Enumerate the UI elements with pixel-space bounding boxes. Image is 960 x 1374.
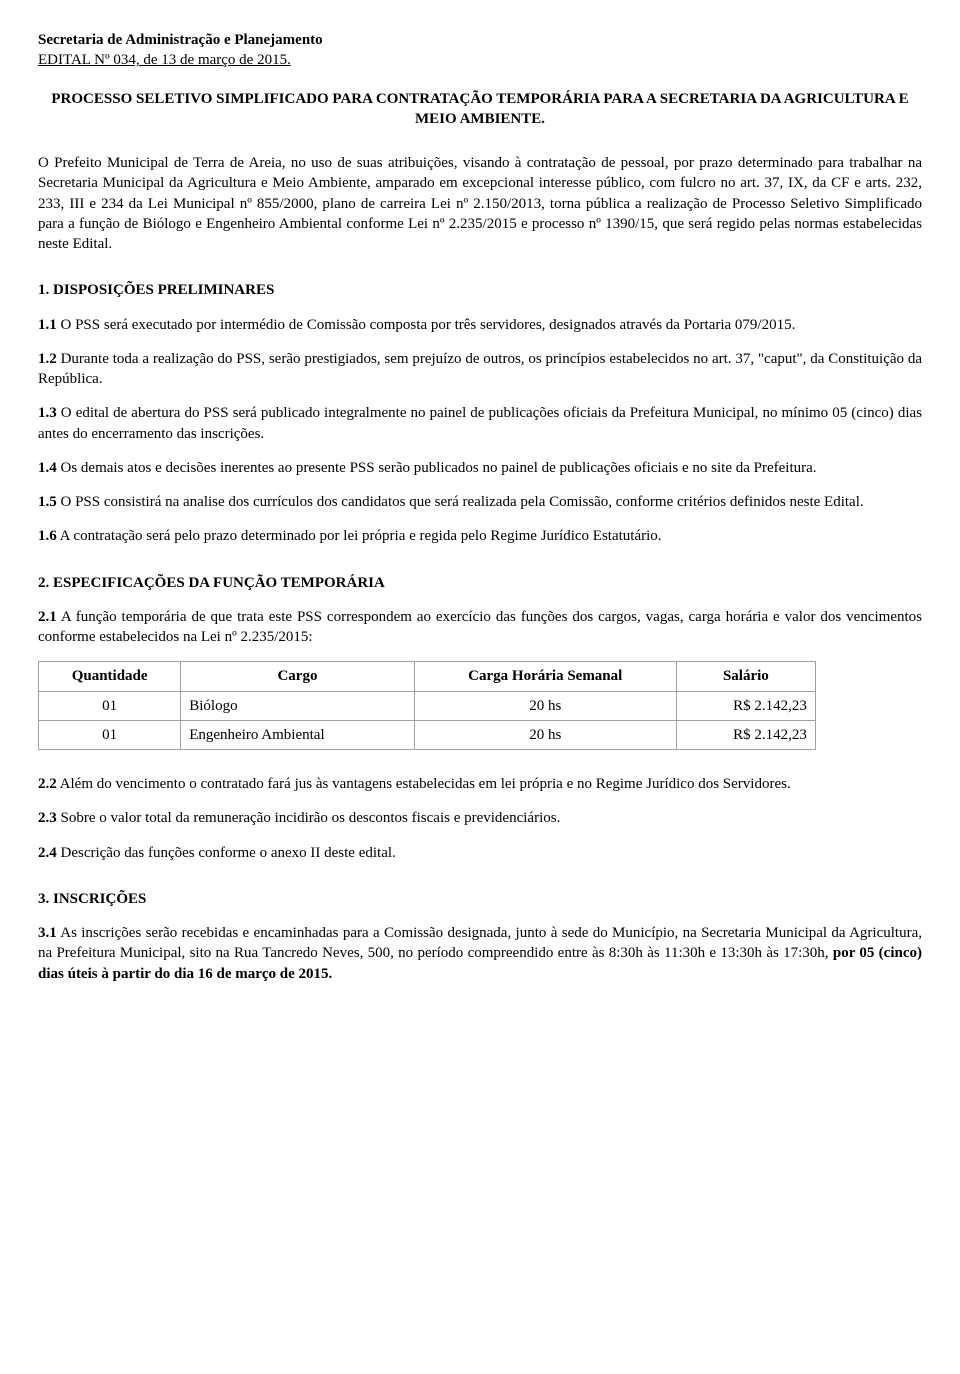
clause-text: As inscrições serão recebidas e encaminh…: [38, 925, 922, 961]
clause-num: 3.1: [38, 925, 57, 941]
cell-carga: 20 hs: [414, 720, 676, 749]
table-row: 01 Engenheiro Ambiental 20 hs R$ 2.142,2…: [39, 720, 816, 749]
clause-2-4: 2.4 Descrição das funções conforme o ane…: [38, 843, 922, 863]
clause-1-1: 1.1 O PSS será executado por intermédio …: [38, 315, 922, 335]
col-carga: Carga Horária Semanal: [414, 662, 676, 691]
clause-text: Além do vencimento o contratado fará jus…: [57, 776, 791, 792]
clause-2-1: 2.1 A função temporária de que trata est…: [38, 607, 922, 648]
clause-num: 1.3: [38, 405, 57, 421]
col-quantidade: Quantidade: [39, 662, 181, 691]
clause-num: 1.1: [38, 317, 57, 333]
clause-text: O PSS será executado por intermédio de C…: [57, 317, 796, 333]
clause-3-1: 3.1 As inscrições serão recebidas e enca…: [38, 923, 922, 984]
section-1-title: 1. DISPOSIÇÕES PRELIMINARES: [38, 280, 922, 300]
clause-num: 1.5: [38, 494, 57, 510]
clause-num: 2.3: [38, 810, 57, 826]
col-salario: Salário: [676, 662, 815, 691]
cell-qty: 01: [39, 691, 181, 720]
clause-num: 1.2: [38, 351, 57, 367]
clause-num: 2.1: [38, 609, 57, 625]
cell-carga: 20 hs: [414, 691, 676, 720]
clause-text: Durante toda a realização do PSS, serão …: [38, 351, 922, 387]
clause-1-3: 1.3 O edital de abertura do PSS será pub…: [38, 403, 922, 444]
clause-text: Sobre o valor total da remuneração incid…: [57, 810, 561, 826]
cell-cargo: Biólogo: [181, 691, 414, 720]
col-cargo: Cargo: [181, 662, 414, 691]
clause-2-3: 2.3 Sobre o valor total da remuneração i…: [38, 808, 922, 828]
cell-qty: 01: [39, 720, 181, 749]
cargo-table: Quantidade Cargo Carga Horária Semanal S…: [38, 661, 816, 750]
clause-text: O PSS consistirá na analise dos currícul…: [57, 494, 864, 510]
cell-salario: R$ 2.142,23: [676, 720, 815, 749]
clause-text: A função temporária de que trata este PS…: [38, 609, 922, 645]
intro-paragraph: O Prefeito Municipal de Terra de Areia, …: [38, 153, 922, 254]
header-title: Secretaria de Administração e Planejamen…: [38, 30, 922, 50]
clause-text: Os demais atos e decisões inerentes ao p…: [57, 460, 817, 476]
table-header-row: Quantidade Cargo Carga Horária Semanal S…: [39, 662, 816, 691]
clause-1-5: 1.5 O PSS consistirá na analise dos curr…: [38, 492, 922, 512]
clause-num: 2.2: [38, 776, 57, 792]
section-3-title: 3. INSCRIÇÕES: [38, 889, 922, 909]
clause-num: 1.4: [38, 460, 57, 476]
clause-num: 2.4: [38, 845, 57, 861]
section-2-title: 2. ESPECIFICAÇÕES DA FUNÇÃO TEMPORÁRIA: [38, 573, 922, 593]
clause-1-2: 1.2 Durante toda a realização do PSS, se…: [38, 349, 922, 390]
table-row: 01 Biólogo 20 hs R$ 2.142,23: [39, 691, 816, 720]
clause-num: 1.6: [38, 528, 57, 544]
header-subtitle: EDITAL Nº 034, de 13 de março de 2015.: [38, 50, 922, 70]
cell-cargo: Engenheiro Ambiental: [181, 720, 414, 749]
clause-text: O edital de abertura do PSS será publica…: [38, 405, 922, 441]
clause-1-4: 1.4 Os demais atos e decisões inerentes …: [38, 458, 922, 478]
clause-1-6: 1.6 A contratação será pelo prazo determ…: [38, 526, 922, 546]
clause-2-2: 2.2 Além do vencimento o contratado fará…: [38, 774, 922, 794]
process-title: PROCESSO SELETIVO SIMPLIFICADO PARA CONT…: [38, 89, 922, 130]
clause-text: Descrição das funções conforme o anexo I…: [57, 845, 396, 861]
cell-salario: R$ 2.142,23: [676, 691, 815, 720]
clause-text: A contratação será pelo prazo determinad…: [57, 528, 662, 544]
